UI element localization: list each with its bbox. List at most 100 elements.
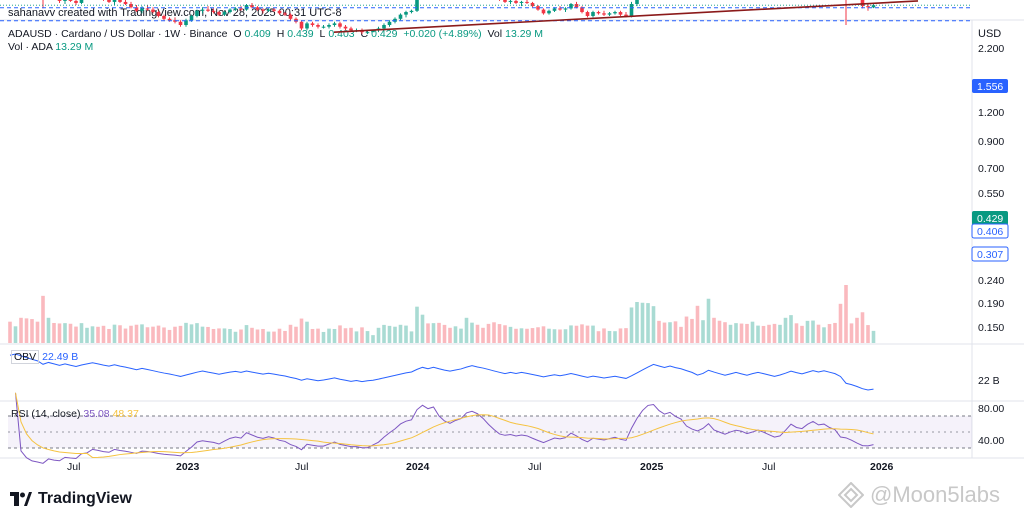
volume-bar <box>85 327 89 343</box>
candle-body <box>618 12 623 15</box>
volume-bar <box>635 302 639 343</box>
candle-body <box>299 21 304 29</box>
rsi-axis-tick: 80.00 <box>978 403 1004 415</box>
price-badge-0307: 0.307 <box>971 246 1009 262</box>
volume-bar <box>46 317 51 343</box>
volume-bar <box>354 331 359 343</box>
volume-bar <box>503 325 507 343</box>
currency-label[interactable]: USD <box>978 28 1002 40</box>
candle-body <box>200 9 205 11</box>
candle-body <box>118 0 122 2</box>
price-badge-label: 0.307 <box>977 249 1003 261</box>
candle-body <box>140 8 144 11</box>
candle-body <box>563 8 568 10</box>
volume-bar <box>420 314 425 343</box>
price-tick: 0.900 <box>978 136 1004 148</box>
volume-bar <box>739 323 744 343</box>
volume-bar <box>585 325 590 343</box>
volume-bar <box>574 325 579 343</box>
volume-bar <box>8 321 12 343</box>
candle-body <box>277 10 282 14</box>
obv-line <box>9 353 874 391</box>
volume-bar <box>701 320 705 343</box>
volume-bar <box>481 327 485 343</box>
candle-body <box>217 12 221 15</box>
candle-body <box>167 18 172 21</box>
price-tick: 1.200 <box>978 107 1004 119</box>
candle-body <box>371 30 375 33</box>
candle-body <box>629 3 634 16</box>
candle-body <box>525 1 529 3</box>
price-tick: 2.200 <box>978 43 1004 55</box>
volume-bar <box>679 326 683 343</box>
volume-bar <box>596 331 601 343</box>
candle-body <box>332 23 337 26</box>
candle-body <box>503 0 507 2</box>
obv-legend[interactable]: OBV 22.49 B <box>11 350 78 364</box>
price-badge-label: 0.406 <box>977 226 1003 238</box>
candle-body <box>316 25 320 27</box>
candle-body <box>305 23 309 29</box>
tradingview-brand: TradingView <box>38 490 132 507</box>
volume-bar <box>860 312 865 343</box>
volume-bar <box>602 328 606 343</box>
volume-legend[interactable]: Vol · ADA 13.29 M <box>8 41 93 53</box>
volume-bar <box>404 325 408 343</box>
volume-bar <box>470 322 474 343</box>
candle-body <box>508 0 513 2</box>
volume-bar <box>74 326 78 343</box>
trendline <box>333 0 919 33</box>
volume-bar <box>640 302 645 343</box>
volume-bar <box>206 326 210 343</box>
candle-body <box>574 3 579 8</box>
volume-bar <box>437 322 441 343</box>
rsi-legend[interactable]: RSI (14, close) 35.08 48.37 <box>11 408 139 420</box>
time-label: 2023 <box>176 461 200 473</box>
time-label: 2026 <box>870 461 894 473</box>
vol-value: 13.29 M <box>505 28 544 40</box>
candle-body <box>398 14 403 19</box>
candle-body <box>123 1 128 4</box>
volume-bar <box>338 325 342 343</box>
candle-body <box>129 3 133 8</box>
candle-body <box>222 12 227 15</box>
volume-bar <box>552 329 557 343</box>
candle-body <box>580 7 584 13</box>
volume-bar <box>288 324 293 343</box>
volume-bar <box>728 324 733 343</box>
volume-bar <box>107 328 111 343</box>
candle-body <box>591 12 595 16</box>
volume-bar <box>794 323 799 343</box>
candle-body <box>250 5 254 8</box>
time-label: Jul <box>762 461 775 473</box>
volume-bar <box>327 328 331 343</box>
candle-body <box>404 12 408 15</box>
volume-bar <box>789 315 793 343</box>
volume-bar <box>761 325 766 343</box>
volume-bar <box>52 322 56 343</box>
volume-bar <box>217 328 221 343</box>
candle-body <box>272 9 276 11</box>
symbol-label[interactable]: ADAUSD · Cardano / US Dollar · 1W · Bina… <box>8 28 228 40</box>
candle-body <box>552 8 557 11</box>
candle-body <box>266 9 271 11</box>
symbol-legend: ADAUSD · Cardano / US Dollar · 1W · Bina… <box>8 28 546 40</box>
obv-series <box>9 353 874 391</box>
volume-bar <box>519 328 524 343</box>
candle-body <box>387 21 392 26</box>
change-value: +0.020 (+4.89%) <box>403 28 482 40</box>
candle-body <box>63 0 67 1</box>
candle-body <box>327 25 331 27</box>
tradingview-logo[interactable]: TradingView <box>10 490 132 508</box>
volume-bar <box>657 320 661 343</box>
volume-bar <box>129 325 133 343</box>
volume-bar <box>343 328 348 343</box>
candle-body <box>162 15 166 19</box>
volume-bar <box>706 298 711 343</box>
candle-body <box>338 23 342 27</box>
volume-bar <box>723 322 727 343</box>
volume-bar <box>35 321 40 343</box>
candle-body <box>382 25 386 29</box>
volume-bar <box>783 317 788 343</box>
